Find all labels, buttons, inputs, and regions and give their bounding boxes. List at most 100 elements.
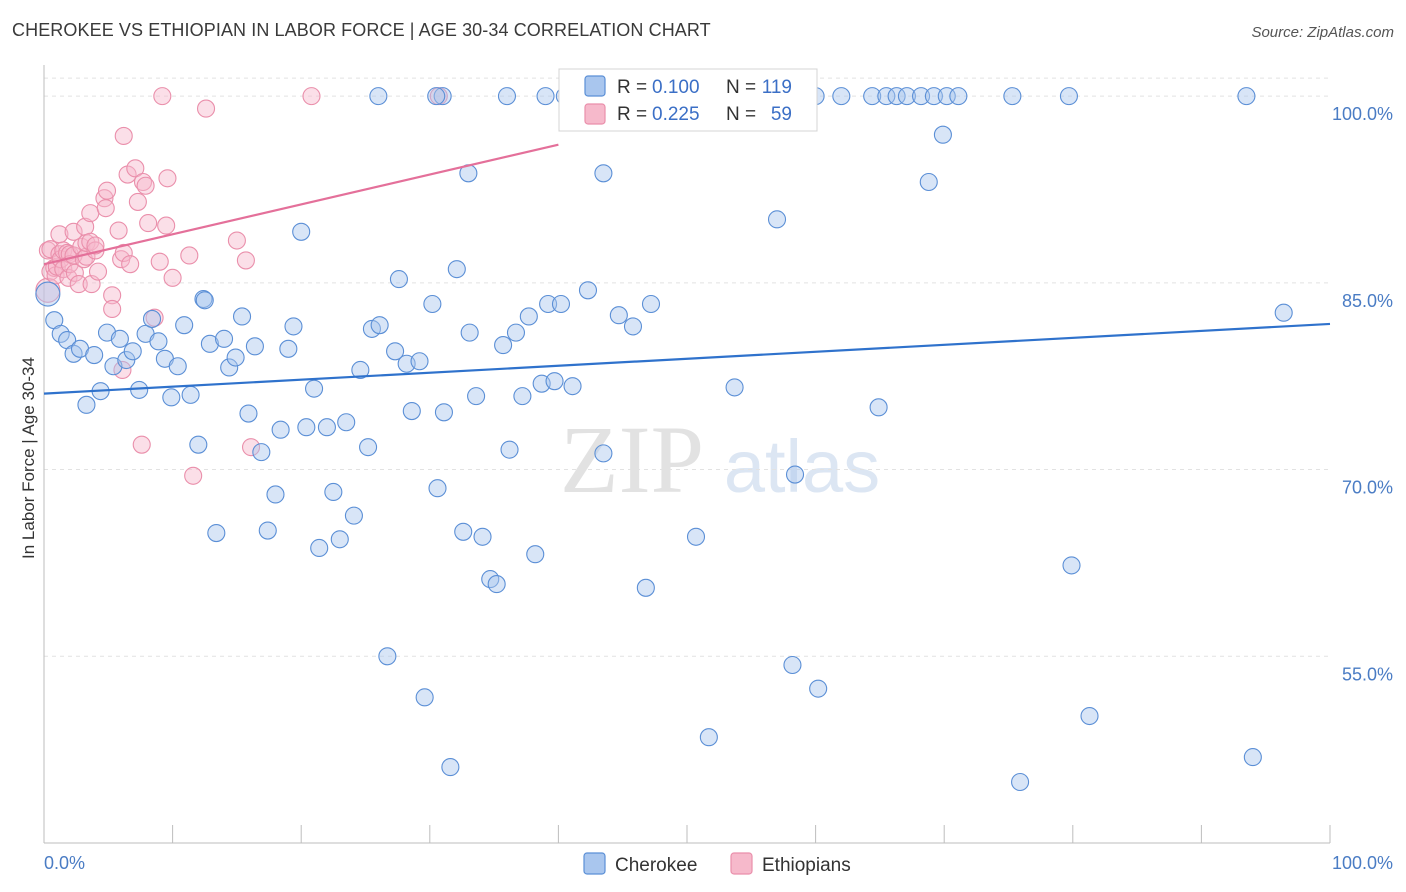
ethiopians-point-40: [114, 126, 133, 146]
ethiopians-point-44: [128, 192, 147, 211]
cherokee-point-58: [415, 688, 434, 707]
cherokee-point-61: [434, 403, 453, 422]
cherokee-point-62: [441, 758, 460, 777]
cherokee-point-38: [284, 317, 303, 336]
cherokee-point-123: [433, 87, 452, 106]
cherokee-point-94: [832, 87, 851, 106]
cherokee-point-106: [1003, 87, 1022, 106]
ethiopians-point-18: [65, 263, 84, 282]
ethiopians-point-35: [103, 299, 122, 319]
bottom-legend-swatch-ethiopians: [730, 852, 753, 875]
cherokee-point-7: [85, 345, 104, 365]
ethiopians-point-19: [69, 275, 88, 294]
cherokee-point-60: [428, 479, 447, 498]
cherokee-point-29: [226, 348, 245, 367]
cherokee-point-107: [1011, 772, 1030, 792]
cherokee-point-35: [266, 485, 285, 504]
cherokee-point-108: [1059, 87, 1078, 106]
chart-title: CHEROKEE VS ETHIOPIAN IN LABOR FORCE | A…: [12, 20, 711, 40]
cherokee-point-34: [258, 521, 277, 540]
cherokee-point-13: [123, 342, 142, 361]
cherokee-point-103: [933, 125, 952, 144]
cherokee-point-98: [887, 87, 906, 106]
cherokee-point-16: [142, 309, 162, 328]
cherokee-point-19: [162, 388, 181, 407]
cherokee-point-73: [513, 387, 532, 406]
ethiopians-point-30: [88, 262, 108, 281]
cherokee-point-63: [447, 260, 466, 279]
ethiopians-point-51: [153, 87, 172, 106]
cherokee-point-46: [337, 413, 356, 432]
ethiopians-point-33: [97, 181, 117, 200]
cherokee-point-48: [351, 360, 370, 380]
ethiopians-point-54: [163, 268, 182, 287]
cherokee-point-99: [897, 87, 916, 106]
cherokee-point-20: [168, 357, 187, 376]
cherokee-point-101: [919, 172, 938, 192]
legend-n-value-ethiopians: 59: [771, 104, 792, 125]
legend-r-value-cherokee: 0.100: [652, 77, 700, 98]
bottom-legend-label-ethiopians: Ethiopians: [762, 855, 851, 876]
cherokee-point-53: [386, 342, 405, 361]
ethiopians-point-45: [132, 435, 151, 454]
ethiopians-point-61: [302, 87, 321, 106]
ethiopians-point-59: [236, 251, 255, 270]
cherokee-point-93: [809, 679, 828, 698]
trend-lines: [43, 143, 1331, 395]
cherokee-point-87: [686, 527, 706, 546]
cherokee-point-59: [423, 294, 442, 314]
cherokee-point-119: [369, 87, 388, 106]
cherokee-point-11: [110, 329, 129, 348]
cherokee-point-17: [149, 332, 168, 351]
cherokee-point-24: [194, 289, 213, 309]
cherokee-point-114: [497, 87, 517, 106]
cherokee-point-31: [239, 404, 258, 423]
ethiopians-point-55: [180, 246, 199, 265]
cherokee-point-97: [877, 87, 896, 106]
ethiopians-point-52: [157, 216, 176, 235]
cherokee-point-88: [699, 728, 718, 747]
x-tick-label-min: 0.0%: [44, 853, 85, 873]
cherokee-point-90: [767, 210, 787, 229]
cherokee-point-128: [427, 87, 446, 106]
source-label: Source: ZipAtlas.com: [1251, 24, 1394, 41]
ethiopians-point-38: [113, 360, 132, 380]
cherokee-point-65: [460, 323, 479, 342]
cherokee-point-23: [189, 435, 208, 454]
cherokee-point-6: [77, 395, 96, 414]
cherokee-point-51: [370, 316, 389, 335]
ethiopians-trend-line: [43, 143, 559, 266]
ethiopians-point-16: [64, 222, 83, 241]
ethiopians-point-36: [109, 221, 128, 240]
ethiopians-point-29: [86, 236, 105, 255]
ethiopians-point-60: [241, 438, 261, 457]
cherokee-point-30: [232, 307, 252, 326]
cherokee-point-91: [783, 655, 802, 675]
cherokee-point-109: [1062, 556, 1081, 575]
bottom-legend-label-cherokee: Cherokee: [615, 855, 697, 876]
cherokee-point-27: [214, 329, 234, 348]
ethiopians-point-43: [126, 159, 145, 178]
cherokee-point-36: [271, 420, 290, 439]
cherokee-point-80: [563, 377, 582, 396]
cherokee-point-96: [869, 398, 888, 417]
ethiopians-point-34: [103, 286, 122, 305]
ethiopians-points: [35, 87, 448, 485]
ethiopians-point-57: [196, 99, 216, 118]
cherokee-point-72: [506, 323, 526, 342]
cherokee-point-115: [536, 87, 555, 106]
axes: 0.0% 100.0%: [43, 65, 1393, 873]
cherokee-point-70: [494, 336, 513, 355]
cherokee-point-75: [526, 545, 545, 564]
cherokee-point-67: [473, 527, 492, 546]
cherokee-point-69: [487, 575, 506, 594]
cherokee-point-83: [609, 306, 628, 325]
cherokee-point-110: [1080, 706, 1099, 726]
cherokee-point-86: [641, 294, 661, 314]
cherokee-point-52: [378, 647, 397, 666]
cherokee-point-47: [344, 506, 363, 525]
legend-n-label-ethiopians: N =: [726, 104, 756, 125]
cherokee-point-85: [636, 578, 655, 597]
x-tick-label-max: 100.0%: [1332, 853, 1393, 873]
cherokee-point-78: [545, 372, 564, 391]
